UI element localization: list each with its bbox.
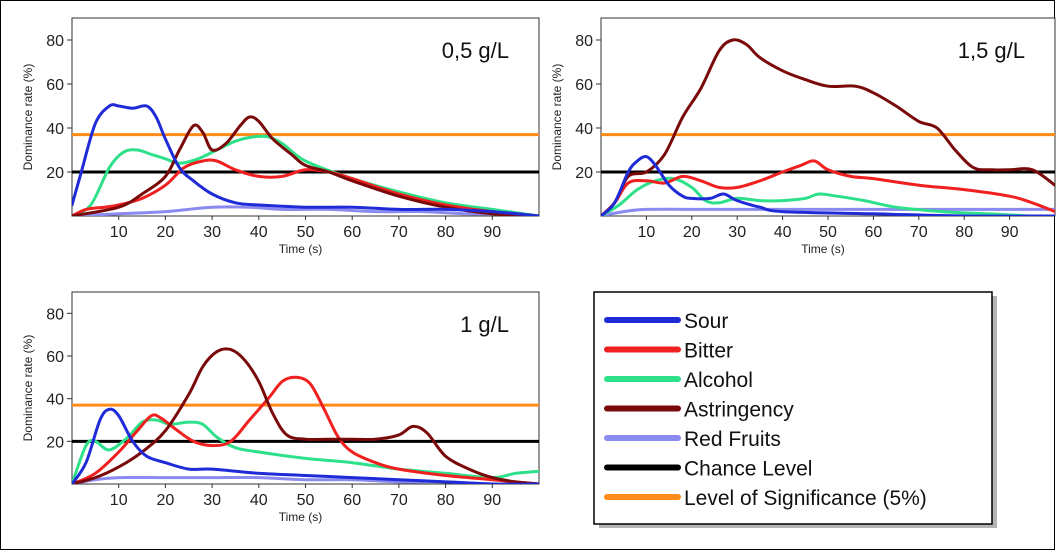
plot-area [600, 17, 1056, 217]
legend-label: Bitter [684, 340, 733, 363]
x-tick-label: 80 [955, 224, 973, 241]
x-tick-label: 40 [774, 224, 792, 241]
chart-panel-3: 20 40 60 80 10 20 30 40 50 60 70 80 90 Time (s) Domina… [21, 291, 540, 524]
series-line-sour [72, 103, 539, 216]
series-line-bitter [601, 159, 1055, 216]
chart-title: 0,5 g/L [442, 38, 509, 63]
series-line-astringency [601, 38, 1055, 216]
x-tick-label: 30 [203, 492, 221, 509]
chart-panel-1: 20 40 60 80 10 20 30 40 50 60 70 80 90 Time (s) Domina… [21, 17, 540, 256]
legend-label: Alcohol [684, 369, 753, 392]
y-tick-label: 40 [46, 392, 64, 409]
y-tick-label: 40 [575, 121, 593, 138]
y-tick-label: 60 [46, 349, 64, 366]
y-tick-label: 80 [46, 306, 64, 323]
legend: Sour Bitter Alcohol Astringency Red Fruits Ch… [593, 291, 997, 528]
series-line-red-fruits [72, 205, 539, 216]
x-tick-label: 70 [910, 224, 928, 241]
plot-area [71, 291, 540, 485]
y-axis-label: Dominance rate (%) [21, 64, 35, 171]
y-axis-label: Dominance rate (%) [21, 335, 35, 442]
x-axis-label: Time (s) [279, 510, 323, 524]
y-tick-label: 40 [46, 121, 64, 138]
y-tick-label: 20 [46, 434, 64, 451]
y-axis-label: Dominance rate (%) [550, 64, 564, 171]
y-tick-label: 20 [46, 165, 64, 182]
x-tick-label: 10 [110, 492, 128, 509]
x-tick-label: 20 [157, 224, 175, 241]
legend-entry: Level of Significance (5%) [604, 487, 927, 510]
x-tick-label: 90 [483, 224, 501, 241]
legend-entry: Chance Level [604, 458, 812, 481]
x-tick-label: 40 [250, 224, 268, 241]
x-tick-label: 40 [250, 492, 268, 509]
x-axis-label: Time (s) [279, 242, 323, 256]
x-tick-label: 60 [865, 224, 883, 241]
chart-title: 1 g/L [460, 312, 509, 337]
legend-entry: Alcohol [604, 369, 753, 392]
y-tick-label: 20 [575, 165, 593, 182]
series-line-astringency [72, 347, 539, 484]
y-tick-label: 80 [46, 33, 64, 50]
legend-entry: Sour [604, 310, 728, 333]
series-line-sour [601, 154, 1055, 216]
series-line-bitter [72, 158, 539, 216]
series-line-alcohol [601, 176, 1055, 216]
series-line-astringency [72, 115, 539, 216]
series-line-bitter [72, 375, 539, 484]
plot-area [71, 17, 540, 217]
legend-label: Astringency [684, 399, 794, 422]
x-axis-label: Time (s) [801, 242, 845, 256]
x-tick-label: 60 [343, 492, 361, 509]
x-tick-label: 50 [297, 224, 315, 241]
y-tick-label: 80 [575, 33, 593, 50]
chart-panel-2: 20 40 60 80 10 20 30 40 50 60 70 80 90 Time (s) Domina… [550, 17, 1056, 256]
y-tick-label: 60 [575, 77, 593, 94]
x-tick-label: 90 [1001, 224, 1019, 241]
legend-label: Level of Significance (5%) [684, 487, 927, 510]
legend-entry: Red Fruits [604, 428, 781, 451]
x-tick-label: 80 [437, 492, 455, 509]
x-tick-label: 10 [638, 224, 656, 241]
legend-entry: Astringency [604, 399, 794, 422]
series-line-alcohol [72, 418, 539, 484]
series-line-red-fruits [601, 207, 1055, 216]
x-tick-label: 90 [483, 492, 501, 509]
x-tick-label: 50 [819, 224, 837, 241]
x-tick-label: 20 [157, 492, 175, 509]
legend-label: Red Fruits [684, 428, 781, 451]
x-tick-label: 10 [110, 224, 128, 241]
x-tick-label: 70 [390, 492, 408, 509]
x-tick-label: 20 [683, 224, 701, 241]
x-tick-label: 60 [343, 224, 361, 241]
legend-entry: Bitter [604, 340, 733, 363]
y-tick-label: 60 [46, 77, 64, 94]
x-tick-label: 30 [728, 224, 746, 241]
x-tick-label: 70 [390, 224, 408, 241]
x-tick-label: 30 [203, 224, 221, 241]
legend-label: Sour [684, 310, 728, 333]
x-tick-label: 80 [437, 224, 455, 241]
x-tick-label: 50 [297, 492, 315, 509]
legend-label: Chance Level [684, 458, 812, 481]
chart-title: 1,5 g/L [958, 38, 1025, 63]
series-line-sour [72, 407, 539, 484]
